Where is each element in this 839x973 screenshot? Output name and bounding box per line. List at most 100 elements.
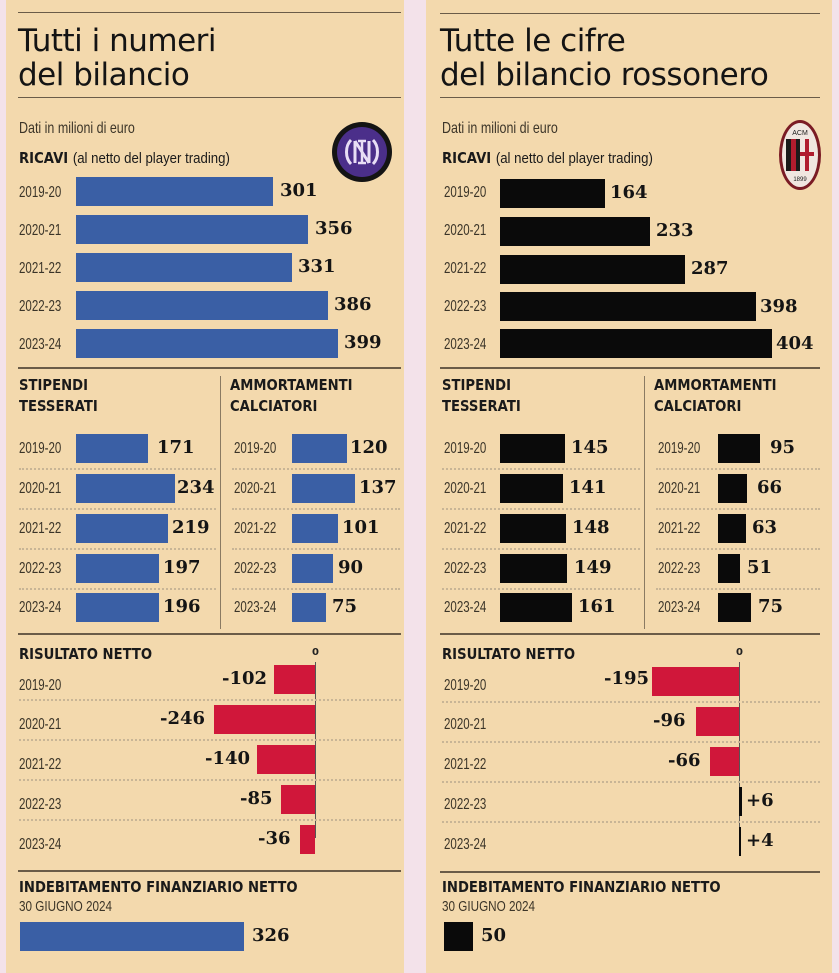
column-divider <box>644 376 645 629</box>
bar <box>500 554 567 583</box>
milan-crest-icon: ACM 1899 <box>779 120 821 190</box>
title-rule <box>18 97 401 98</box>
bar <box>292 554 333 583</box>
year-label: 2021-22 <box>444 260 487 277</box>
year-label: 2020-21 <box>234 480 277 497</box>
zero-axis <box>739 662 740 838</box>
year-label: 2020-21 <box>19 222 62 239</box>
bar <box>76 291 328 320</box>
bar <box>500 292 756 321</box>
milan-title-line2: del bilancio rossonero <box>440 57 769 93</box>
row-separator <box>19 588 216 590</box>
top-rule <box>18 12 401 13</box>
value-label: 141 <box>569 477 607 498</box>
bar <box>300 825 315 854</box>
value-label: 287 <box>691 258 729 279</box>
risultato-heading: RISULTATO NETTO <box>19 645 153 663</box>
bar <box>76 329 338 358</box>
bar <box>710 747 739 776</box>
top-rule <box>440 13 820 14</box>
ricavi-note: (al netto del player trading) <box>495 150 653 167</box>
value-label: 120 <box>350 437 388 458</box>
title-rule <box>440 97 820 98</box>
bar <box>257 745 315 774</box>
value-label: 148 <box>572 517 610 538</box>
bar <box>718 593 751 622</box>
row-separator <box>19 699 401 701</box>
ricavi-note: (al netto del player trading) <box>72 150 230 167</box>
value-label: 398 <box>760 296 798 317</box>
bar <box>76 253 292 282</box>
milan-title-line1: Tutte le cifre <box>440 23 626 59</box>
bar <box>652 667 739 696</box>
year-label: 2022-23 <box>234 560 277 577</box>
value-label: 196 <box>163 596 201 617</box>
inter-crest-icon <box>332 122 392 182</box>
zero-axis-label: 0 <box>736 647 743 658</box>
row-separator <box>442 468 640 470</box>
year-label: 2023-24 <box>658 599 701 616</box>
svg-text:ACM: ACM <box>792 130 808 137</box>
value-label: 219 <box>172 517 210 538</box>
year-label: 2021-22 <box>19 520 62 537</box>
value-label: 234 <box>177 477 215 498</box>
row-separator <box>19 548 216 550</box>
milan-debito-value: 50 <box>481 925 507 946</box>
value-label: 75 <box>758 596 784 617</box>
value-label: 301 <box>280 180 318 201</box>
year-label: 2022-23 <box>444 796 487 813</box>
year-label: 2019-20 <box>444 184 487 201</box>
value-label: 404 <box>776 333 814 354</box>
year-label: 2023-24 <box>444 336 487 353</box>
zero-axis <box>315 662 316 838</box>
unit-note: Dati in milioni di euro <box>442 120 558 137</box>
inter-title-line1: Tutti i numeri <box>18 23 217 59</box>
milan-panel: Tutte le cifre del bilancio rossonero Da… <box>426 0 832 973</box>
value-label: -140 <box>205 748 251 769</box>
bar <box>76 177 273 206</box>
row-separator <box>232 588 400 590</box>
section-rule <box>440 633 820 635</box>
year-label: 2020-21 <box>444 222 487 239</box>
value-label: 63 <box>752 517 778 538</box>
bar <box>500 514 566 543</box>
row-separator <box>656 588 820 590</box>
row-separator <box>442 821 820 823</box>
value-label: 197 <box>163 557 201 578</box>
value-label: 171 <box>157 437 195 458</box>
section-rule <box>18 870 401 872</box>
bar <box>500 593 572 622</box>
value-label: 90 <box>338 557 364 578</box>
bar <box>76 474 175 503</box>
year-label: 2019-20 <box>444 440 487 457</box>
value-label: 164 <box>610 182 648 203</box>
year-label: 2021-22 <box>444 756 487 773</box>
bar <box>292 474 355 503</box>
risultato-heading: RISULTATO NETTO <box>442 645 576 663</box>
ricavi-label: RICAVI <box>442 149 492 167</box>
value-label: 66 <box>757 477 783 498</box>
bar <box>500 434 565 463</box>
year-label: 2023-24 <box>19 336 62 353</box>
bar <box>739 787 742 816</box>
value-label: 161 <box>578 596 616 617</box>
value-label: 399 <box>344 332 382 353</box>
year-label: 2020-21 <box>444 716 487 733</box>
bar <box>76 593 159 622</box>
year-label: 2020-21 <box>19 716 62 733</box>
ammortamenti-heading-2: CALCIATORI <box>230 397 318 415</box>
bar <box>718 514 746 543</box>
section-rule <box>18 633 401 635</box>
year-label: 2021-22 <box>444 520 487 537</box>
bar <box>718 434 760 463</box>
bar <box>76 514 168 543</box>
bar <box>76 434 148 463</box>
column-divider <box>220 376 221 629</box>
value-label: 233 <box>656 220 694 241</box>
year-label: 2022-23 <box>444 298 487 315</box>
ammortamenti-heading-1: AMMORTAMENTI <box>230 376 353 394</box>
year-label: 2023-24 <box>234 599 277 616</box>
year-label: 2020-21 <box>444 480 487 497</box>
year-label: 2019-20 <box>234 440 277 457</box>
row-separator <box>442 701 820 703</box>
